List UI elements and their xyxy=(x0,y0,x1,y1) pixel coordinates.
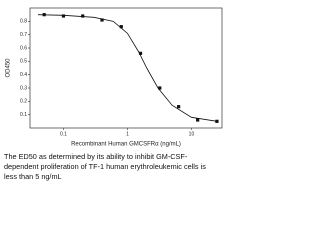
data-point xyxy=(81,14,85,18)
y-tick-label: 0.5 xyxy=(20,59,27,65)
page: OD450 Recombinant Human GMCSFRα (ng/mL) … xyxy=(4,7,226,182)
caption-line: dependent proliferation of TF-1 human er… xyxy=(4,162,206,171)
caption: The ED50 as determined by its ability to… xyxy=(4,152,226,182)
data-point xyxy=(42,13,46,17)
data-point xyxy=(215,119,219,123)
x-axis-label: Recombinant Human GMCSFRα (ng/mL) xyxy=(71,142,181,148)
data-point xyxy=(100,18,104,22)
y-tick-label: 0.2 xyxy=(20,99,27,105)
x-tick-label: 1 xyxy=(126,131,129,137)
plot-frame xyxy=(29,7,223,129)
data-point xyxy=(177,105,181,109)
y-tick-label: 0.4 xyxy=(20,72,27,78)
y-tick-label: 0.1 xyxy=(20,112,27,118)
data-point xyxy=(158,86,162,90)
chart: OD450 Recombinant Human GMCSFRα (ng/mL) … xyxy=(6,7,223,148)
x-tick-label: 10 xyxy=(189,131,195,137)
data-point xyxy=(138,51,143,55)
caption-line: less than 5 ng/mL xyxy=(4,172,62,181)
y-tick-label: 0.7 xyxy=(20,32,27,38)
y-tick-label: 0.6 xyxy=(20,45,27,51)
y-tick-label: 0.8 xyxy=(20,19,27,25)
data-point xyxy=(119,25,123,29)
data-point xyxy=(61,14,66,18)
caption-line: The ED50 as determined by its ability to… xyxy=(4,152,188,161)
fit-curve xyxy=(37,14,217,122)
x-tick-label: 0.1 xyxy=(60,131,67,137)
y-tick-label: 0.3 xyxy=(20,85,27,91)
y-axis-label: OD450 xyxy=(6,58,12,78)
data-point xyxy=(196,118,200,122)
